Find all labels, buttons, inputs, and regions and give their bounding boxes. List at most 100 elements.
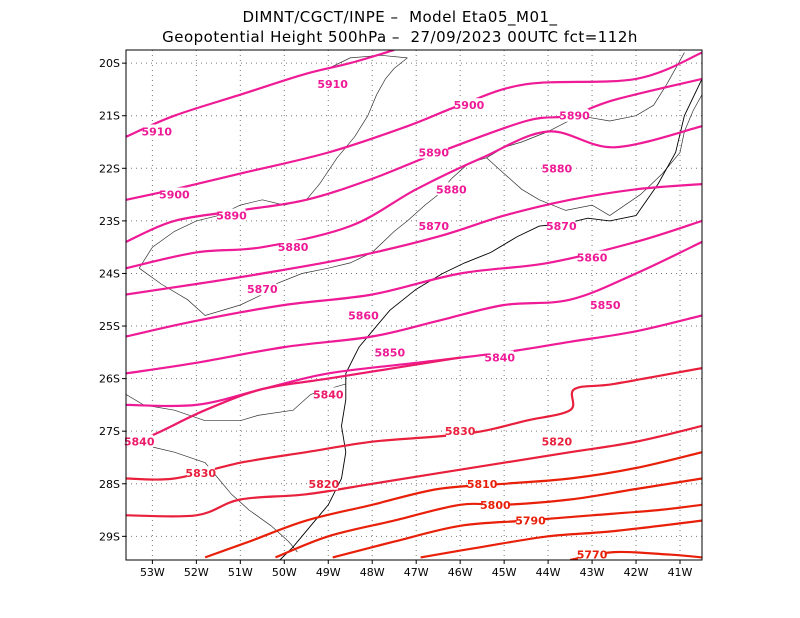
contour-label: 5870 [418, 220, 449, 233]
contour-label: 5860 [577, 252, 608, 265]
contour-label-bg [125, 434, 154, 448]
state-border [126, 441, 298, 553]
contour-label: 5900 [454, 99, 485, 112]
contour-label: 5840 [484, 352, 515, 365]
contour-label-bg [481, 497, 510, 511]
contour-label-bg [217, 208, 246, 222]
contour-label: 5880 [436, 183, 467, 196]
x-tick-label: 48W [360, 566, 385, 579]
contour-label: 5850 [375, 346, 406, 359]
contour-label-bg [578, 547, 607, 561]
contour-label-bg [547, 219, 576, 233]
x-tick-label: 41W [668, 566, 693, 579]
contour-label-bg [591, 298, 620, 311]
contour-label: 5770 [577, 549, 608, 562]
contour-label-bg [542, 434, 571, 448]
contour-label-bg [248, 282, 277, 296]
x-tick-label: 49W [316, 566, 341, 579]
state-border [138, 57, 408, 269]
contour-label: 5880 [278, 241, 309, 254]
contour-label-bg [160, 187, 189, 201]
x-tick-label: 51W [228, 566, 253, 579]
contour-label: 5820 [309, 478, 340, 491]
contour-label-bg [279, 240, 308, 254]
contour-label-bg [516, 513, 545, 527]
y-tick-label: 26S [99, 373, 120, 386]
y-tick-label: 22S [99, 162, 120, 175]
contour-label: 5830 [445, 425, 476, 438]
contour-label-bg [454, 98, 483, 112]
state-border [328, 54, 408, 69]
contour-label: 5890 [559, 110, 590, 123]
contour-5840 [126, 314, 702, 408]
contour-label: 5910 [317, 78, 348, 91]
contour-5860 [126, 219, 702, 338]
contour-labels: 5910 5910 5900 5900 5890 5890 5890 5880 5880 5880… [124, 77, 621, 562]
contour-label-bg [419, 145, 448, 159]
chart-title-line-1: DIMNT/CGCT/INPE – Model Eta05_M01_ [242, 8, 558, 26]
contour-label: 5830 [185, 467, 216, 480]
x-tick-label: 42W [624, 566, 649, 579]
contour-5880 [126, 125, 702, 270]
longitude-axis: 53W 52W 51W 50W 49W 48W 47W 46W 45W 44W 43W 42W 41W [140, 560, 693, 579]
contour-label-bg [375, 345, 404, 359]
contour-label: 5820 [542, 436, 573, 449]
contour-label-bg [349, 308, 378, 322]
contour-5830 [126, 367, 702, 481]
y-tick-label: 25S [99, 320, 120, 333]
contour-label-bg [437, 182, 466, 196]
contour-label-bg [142, 124, 171, 138]
contour-5870 [126, 183, 702, 296]
contour-label-bg [578, 250, 607, 264]
x-tick-label: 52W [184, 566, 209, 579]
contour-5910 [126, 50, 395, 138]
contour-5840 [126, 356, 461, 449]
state-border [486, 52, 685, 159]
contour-label: 5910 [141, 125, 172, 138]
contour-label: 5840 [313, 388, 344, 401]
y-tick-label: 27S [99, 425, 120, 438]
contour-label-bg [542, 161, 571, 175]
contour-label: 5890 [216, 210, 247, 223]
contour-label-bg [560, 108, 589, 122]
contour-5850 [126, 240, 702, 375]
height-contours [126, 50, 702, 560]
contour-label: 5860 [348, 310, 379, 323]
x-tick-label: 50W [272, 566, 297, 579]
contour-label: 5870 [247, 283, 278, 296]
contour-label-bg [485, 350, 514, 364]
y-tick-label: 23S [99, 215, 120, 228]
contour-label: 5880 [542, 162, 573, 175]
x-tick-label: 46W [448, 566, 473, 579]
contour-label-bg [309, 476, 338, 490]
contour-label-bg [186, 466, 215, 480]
latitude-axis: 20S 21S 22S 23S 24S 25S 26S 27S 28S 29S [99, 57, 126, 543]
contour-5780 [420, 519, 702, 559]
chart-title-line-2: Geopotential Height 500hPa – 27/09/2023 … [162, 28, 638, 46]
y-tick-label: 21S [99, 110, 120, 123]
contour-label: 5840 [124, 436, 155, 449]
contour-label: 5870 [546, 220, 577, 233]
contour-label: 5790 [515, 515, 546, 528]
contour-5810 [204, 451, 702, 559]
y-tick-label: 29S [99, 530, 120, 543]
x-tick-label: 45W [492, 566, 517, 579]
contour-label: 5900 [159, 189, 190, 202]
map-frame [125, 49, 703, 561]
contour-label: 5800 [480, 499, 511, 512]
state-border [609, 94, 702, 216]
contour-label: 5890 [418, 147, 449, 160]
contour-5900 [126, 51, 702, 201]
x-tick-label: 53W [140, 566, 165, 579]
x-tick-label: 44W [536, 566, 561, 579]
contour-label-bg [419, 219, 448, 233]
contour-label-bg [468, 476, 497, 490]
x-tick-label: 47W [404, 566, 429, 579]
contour-label-bg [318, 77, 347, 91]
contour-label: 5810 [467, 478, 498, 491]
y-tick-label: 20S [99, 57, 120, 70]
contour-label: 5850 [590, 299, 621, 312]
contour-label-bg [314, 387, 343, 401]
y-tick-label: 24S [99, 267, 120, 280]
